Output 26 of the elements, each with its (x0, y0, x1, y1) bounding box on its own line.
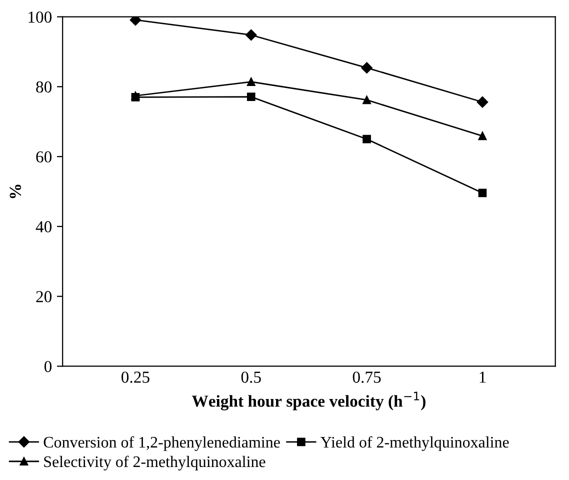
y-tick-label: 0 (44, 360, 52, 372)
y-tick-label: 40 (36, 221, 52, 232)
point (131, 93, 140, 102)
point (362, 134, 371, 144)
point (246, 29, 257, 41)
x-tick-label: 1 (480, 372, 486, 383)
point (130, 16, 142, 26)
y-tick-label: 100 (28, 12, 52, 23)
legend-label: Selectivity of 2-methylquinoxaline (44, 456, 266, 470)
point (361, 62, 372, 74)
y-tick-label: 60 (36, 151, 52, 163)
point (478, 188, 487, 198)
legend-label: Conversion of 1,2-phenylenediamine (44, 436, 280, 451)
y-axis-title: % (10, 184, 22, 198)
x-tick-label: 0.75 (352, 372, 381, 383)
point (478, 132, 487, 140)
point (246, 92, 256, 101)
point (476, 96, 488, 108)
y-tick-label: 20 (36, 291, 52, 302)
x-tick-label: 0.5 (241, 372, 261, 383)
point (246, 78, 256, 86)
point (362, 96, 371, 104)
y-tick-label: 80 (36, 81, 52, 93)
x-axis-title: Weight hour space velocity (h$^{−1}$) (192, 392, 426, 410)
x-tick-label: 0.25 (122, 372, 150, 383)
legend-label: Yield of 2-methylquinoxaline (320, 436, 509, 451)
